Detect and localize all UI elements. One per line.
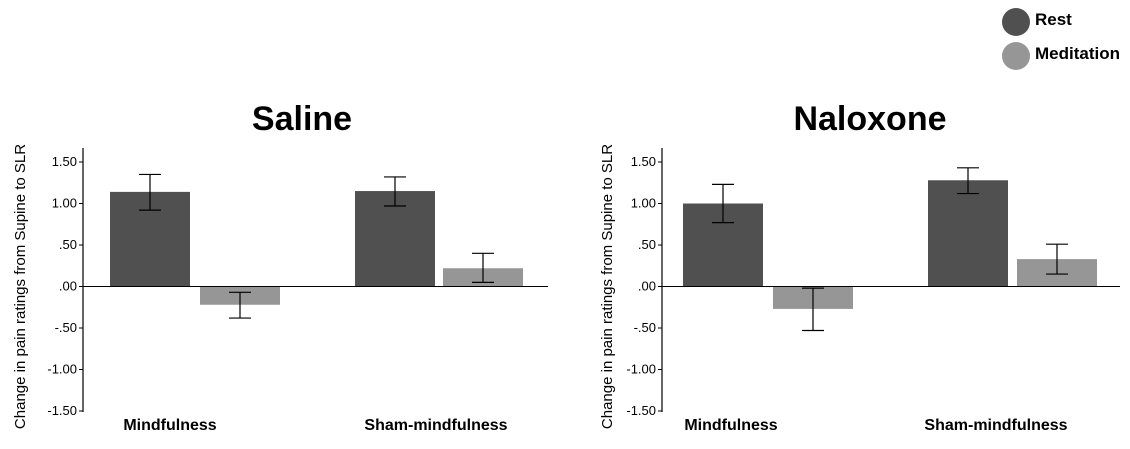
legend-label-meditation: Meditation xyxy=(1035,44,1120,63)
y-tick-label-saline-3: .00 xyxy=(59,279,77,294)
y-tick-label-naloxone-2: .50 xyxy=(638,237,656,252)
y-tick-label-naloxone-1: 1.00 xyxy=(631,196,656,211)
category-label-saline-0: Mindfulness xyxy=(123,417,216,434)
y-tick-label-saline-2: .50 xyxy=(59,237,77,252)
category-label-naloxone-1: Sham-mindfulness xyxy=(924,417,1067,434)
category-label-naloxone-0: Mindfulness xyxy=(684,417,777,434)
y-tick-label-saline-4: -.50 xyxy=(55,320,77,335)
chart-title-naloxone: Naloxone xyxy=(793,100,946,138)
category-label-saline-1: Sham-mindfulness xyxy=(364,417,507,434)
y-tick-label-saline-5: -1.00 xyxy=(47,362,77,377)
y-tick-label-naloxone-5: -1.00 xyxy=(626,362,656,377)
y-tick-label-naloxone-6: -1.50 xyxy=(626,403,656,418)
y-tick-label-saline-0: 1.50 xyxy=(52,154,77,169)
y-tick-label-saline-1: 1.00 xyxy=(52,196,77,211)
chart-title-saline: Saline xyxy=(252,100,352,138)
bar-saline-rest-sham-mindfulness xyxy=(355,191,435,287)
y-axis-label-naloxone: Change in pain ratings from Supine to SL… xyxy=(599,144,616,429)
y-tick-label-naloxone-4: -.50 xyxy=(634,320,656,335)
y-axis-label-saline: Change in pain ratings from Supine to SL… xyxy=(12,144,29,429)
bar-naloxone-rest-sham-mindfulness xyxy=(928,180,1008,287)
y-tick-label-naloxone-0: 1.50 xyxy=(631,154,656,169)
y-tick-label-naloxone-3: .00 xyxy=(638,279,656,294)
legend-label-rest: Rest xyxy=(1035,10,1072,29)
legend-swatch-meditation xyxy=(1002,42,1030,70)
y-tick-label-saline-6: -1.50 xyxy=(47,403,77,418)
legend-swatch-rest xyxy=(1002,8,1030,36)
